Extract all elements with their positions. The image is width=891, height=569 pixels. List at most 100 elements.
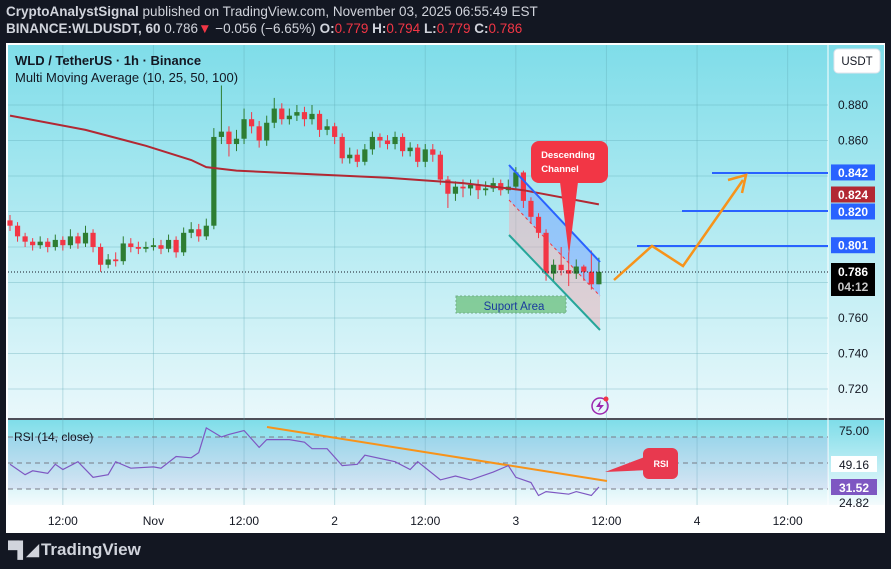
rsi-value-tag-value: 31.52 (839, 481, 869, 495)
candle (75, 232, 81, 249)
candle-body (332, 126, 338, 137)
candle (324, 119, 330, 136)
candle (113, 252, 119, 267)
time-axis-label: 12:00 (773, 514, 803, 528)
price-axis[interactable]: 0.880 0.860 0.760 0.740 0.720 (838, 98, 868, 396)
candle-body (309, 113, 315, 120)
candle-body (535, 216, 542, 233)
candle (82, 225, 89, 247)
channel-bottom-line[interactable] (508, 234, 601, 331)
currency-button[interactable]: USDT (833, 48, 881, 74)
channel-midline (508, 199, 601, 297)
candle (271, 97, 277, 129)
rsi-levels (8, 436, 828, 490)
candle (543, 229, 549, 281)
projection-path[interactable] (613, 179, 745, 281)
candle-body (7, 220, 13, 226)
main-pane[interactable] (8, 45, 884, 418)
time-axis[interactable] (8, 508, 884, 532)
candle (294, 105, 300, 121)
projection-arrow-icon (727, 173, 748, 194)
high-value: 0.794 (386, 21, 421, 36)
price-tag (831, 237, 875, 254)
tradingview-logo[interactable]: ▀▌◢ TradingView (8, 540, 141, 560)
candle-body (279, 108, 285, 120)
support-area-label: Suport Area (484, 301, 545, 313)
candle-body (82, 232, 89, 244)
rsi-label[interactable]: RSI (14, close) (14, 430, 93, 444)
candle (558, 247, 564, 276)
candle-body (196, 229, 202, 237)
price-change: −0.056 (−6.65%) (215, 21, 316, 36)
rsi-callout[interactable]: RSI (605, 448, 678, 479)
candle-body (316, 113, 323, 130)
rsi-value-tag (831, 479, 877, 495)
candle (233, 129, 240, 152)
candle (173, 236, 179, 258)
candle-body (520, 172, 526, 201)
candle (566, 252, 572, 287)
candle-body (158, 245, 164, 249)
lightning-icon[interactable] (591, 396, 609, 415)
candle-body (241, 119, 247, 139)
candle (407, 142, 413, 157)
candle (437, 151, 443, 185)
candle (422, 144, 428, 168)
low-value: 0.779 (436, 21, 471, 36)
candle-body (513, 172, 519, 187)
price-tag (831, 186, 875, 203)
candle-body (324, 126, 330, 130)
candle (384, 135, 391, 150)
candle (203, 218, 209, 240)
candle (475, 179, 481, 200)
rsi-ma-tag (831, 456, 877, 472)
candle-body (143, 247, 149, 249)
candle (535, 213, 542, 239)
candle (30, 238, 36, 251)
callout-line-2: Channel (541, 164, 578, 175)
legend-indicator[interactable]: Multi Moving Average (10, 25, 50, 100) (15, 70, 238, 85)
candle-body (286, 115, 292, 120)
price-axis-label: 0.740 (838, 347, 868, 361)
rsi-line (9, 426, 600, 497)
candle-body (173, 239, 179, 253)
candle-body (369, 136, 375, 150)
candle (551, 259, 557, 283)
price-axis-label: 0.860 (838, 134, 868, 148)
candle (392, 131, 398, 150)
last-price-tag: 0.786 04:12 (831, 263, 875, 296)
candle-body (475, 184, 481, 191)
legend-title[interactable]: WLD / TetherUS · 1h · Binance (15, 53, 201, 68)
candle (218, 85, 224, 145)
candle (60, 236, 66, 251)
candle-body (211, 136, 217, 226)
candle-body (581, 266, 587, 272)
candle (452, 181, 459, 201)
candle-body (135, 247, 141, 249)
descending-channel-callout[interactable]: Descending Channel (531, 141, 608, 255)
candle (181, 227, 187, 256)
candle-body (22, 236, 28, 242)
price-axis-label: 0.880 (838, 98, 868, 112)
candle-body (392, 136, 398, 145)
rsi-ma-tag-value: 49.16 (839, 458, 869, 472)
candle-body (30, 241, 36, 246)
candle-body (551, 264, 557, 274)
time-axis-labels: 12:00 Nov 12:00 2 12:00 3 12:00 4 12:00 (48, 514, 803, 528)
candle (120, 236, 126, 265)
channel-top-line[interactable] (508, 164, 601, 263)
candle-body (75, 236, 81, 244)
candle (316, 110, 323, 137)
support-area[interactable] (455, 295, 567, 314)
author[interactable]: CryptoAnalystSignal (6, 4, 139, 19)
close-value: 0.786 (488, 21, 523, 36)
rsi-trendline[interactable] (266, 426, 608, 482)
candle-body (339, 136, 345, 159)
candle-body (588, 271, 594, 285)
high-label: H: (372, 21, 387, 36)
candle (339, 133, 345, 164)
candle-body (98, 247, 104, 265)
candle-body (400, 136, 406, 152)
time-axis-label: 12:00 (591, 514, 621, 528)
